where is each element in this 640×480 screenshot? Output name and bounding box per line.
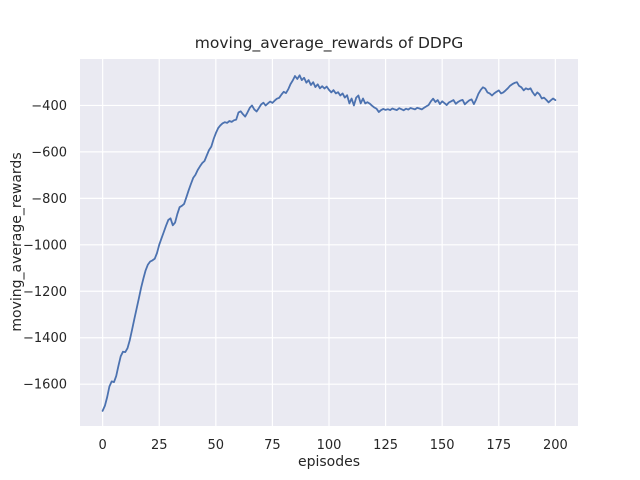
y-tick-label: −400	[31, 99, 67, 114]
y-tick-label: −1600	[23, 378, 67, 393]
y-axis-label: moving_average_rewards	[9, 152, 25, 332]
x-tick-label: 25	[151, 438, 168, 453]
reward-line	[101, 74, 557, 412]
y-tick-label: −1400	[23, 331, 67, 346]
y-tick-label: −600	[31, 145, 67, 160]
x-tick-label: 100	[317, 438, 342, 453]
x-tick-label: 125	[373, 438, 398, 453]
x-tick-label: 175	[486, 438, 511, 453]
y-tick-label: −1000	[23, 238, 67, 253]
x-tick-label: 50	[208, 438, 225, 453]
chart-title: moving_average_rewards of DDPG	[194, 34, 464, 52]
x-axis-label: episodes	[297, 454, 361, 470]
x-tick-label: 75	[264, 438, 281, 453]
x-tick-label: 200	[543, 438, 568, 453]
x-tick-label: 0	[98, 438, 106, 453]
y-tick-label: −1200	[23, 285, 67, 300]
x-tick-label: 150	[430, 438, 455, 453]
y-tick-label: −800	[31, 192, 67, 207]
